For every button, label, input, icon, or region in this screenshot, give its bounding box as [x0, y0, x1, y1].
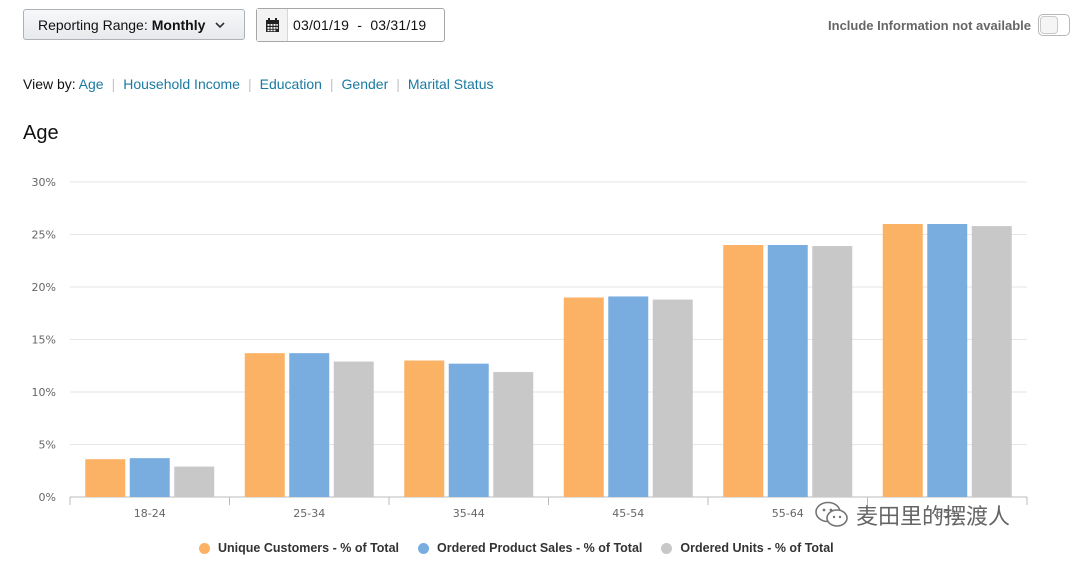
bar: [652, 299, 693, 497]
view-by-education[interactable]: Education: [259, 76, 322, 92]
calendar-icon[interactable]: [257, 9, 288, 41]
wechat-icon: [815, 501, 848, 527]
legend-item-ordered-product-sales[interactable]: Ordered Product Sales - % of Total: [418, 541, 642, 555]
x-tick-label: 65+: [936, 507, 959, 520]
separator: |: [396, 76, 400, 92]
legend-swatch: [199, 542, 210, 554]
x-tick-label: 45-54: [612, 507, 644, 520]
view-by-household-income[interactable]: Household Income: [123, 76, 240, 92]
bar: [812, 246, 853, 497]
bar: [333, 361, 374, 497]
view-by-gender[interactable]: Gender: [341, 76, 389, 92]
separator: |: [111, 76, 116, 92]
bar: [289, 353, 330, 497]
y-tick-label: 10%: [32, 386, 56, 399]
view-by-nav: View by: Age | Household Income | Educat…: [23, 76, 493, 92]
bar: [882, 224, 923, 497]
date-range-picker[interactable]: 03/01/19 - 03/31/19: [256, 8, 445, 42]
y-tick-label: 0%: [39, 491, 56, 504]
bar: [971, 226, 1012, 497]
legend-swatch: [418, 542, 430, 554]
legend-swatch: [661, 542, 673, 554]
y-tick-label: 30%: [32, 176, 56, 189]
y-tick-label: 15%: [32, 334, 56, 347]
reporting-range-dropdown[interactable]: Reporting Range: Monthly: [23, 9, 245, 40]
legend-label: Ordered Units - % of Total: [680, 541, 834, 555]
reporting-range-label: Reporting Range:: [38, 16, 148, 33]
x-tick-label: 25-34: [293, 507, 325, 520]
bar: [129, 458, 170, 497]
age-bar-chart: 0% 5% 10% 15% 20% 25% 30% 18-24 25-34 35-44 45-54 5…: [32, 176, 1028, 520]
chart-legend: Unique Customers - % of Total Ordered Pr…: [199, 541, 853, 555]
toggle-knob: [1040, 16, 1058, 34]
legend-label: Ordered Product Sales - % of Total: [437, 541, 643, 555]
legend-item-unique-customers[interactable]: Unique Customers - % of Total: [199, 541, 399, 555]
bar: [448, 363, 489, 497]
y-tick-label: 25%: [32, 229, 56, 242]
bar: [85, 459, 126, 497]
bar: [174, 466, 215, 497]
bar: [404, 360, 445, 497]
separator: |: [247, 76, 252, 92]
bar: [927, 224, 968, 497]
view-by-age[interactable]: Age: [78, 76, 104, 92]
legend-item-ordered-units[interactable]: Ordered Units - % of Total: [661, 541, 834, 555]
y-tick-label: 20%: [32, 281, 56, 294]
y-tick-label: 5%: [39, 439, 56, 452]
x-tick-label: 18-24: [134, 507, 166, 520]
view-by-marital-status[interactable]: Marital Status: [407, 76, 494, 92]
reporting-range-value: Monthly: [151, 16, 206, 33]
bar: [723, 245, 764, 497]
watermark: 麦田里的摆渡人: [814, 499, 1010, 531]
x-tick-label: 55-64: [772, 507, 804, 520]
bar: [767, 245, 808, 497]
bar: [493, 372, 534, 497]
separator: |: [329, 76, 334, 92]
bar: [563, 297, 604, 497]
include-na-toggle[interactable]: [1038, 14, 1070, 36]
include-na-control: Include Information not available: [828, 14, 1070, 36]
legend-label: Unique Customers - % of Total: [218, 541, 400, 555]
include-na-label: Include Information not available: [828, 17, 1031, 33]
watermark-text: 麦田里的摆渡人: [856, 505, 1011, 530]
chart-title: Age: [23, 122, 59, 144]
bar: [608, 296, 649, 497]
x-tick-label: 35-44: [453, 507, 485, 520]
chevron-down-icon: [215, 21, 225, 28]
date-range-text: 03/01/19 - 03/31/19: [293, 17, 427, 33]
view-by-label: View by:: [23, 76, 76, 92]
bar: [244, 353, 285, 497]
